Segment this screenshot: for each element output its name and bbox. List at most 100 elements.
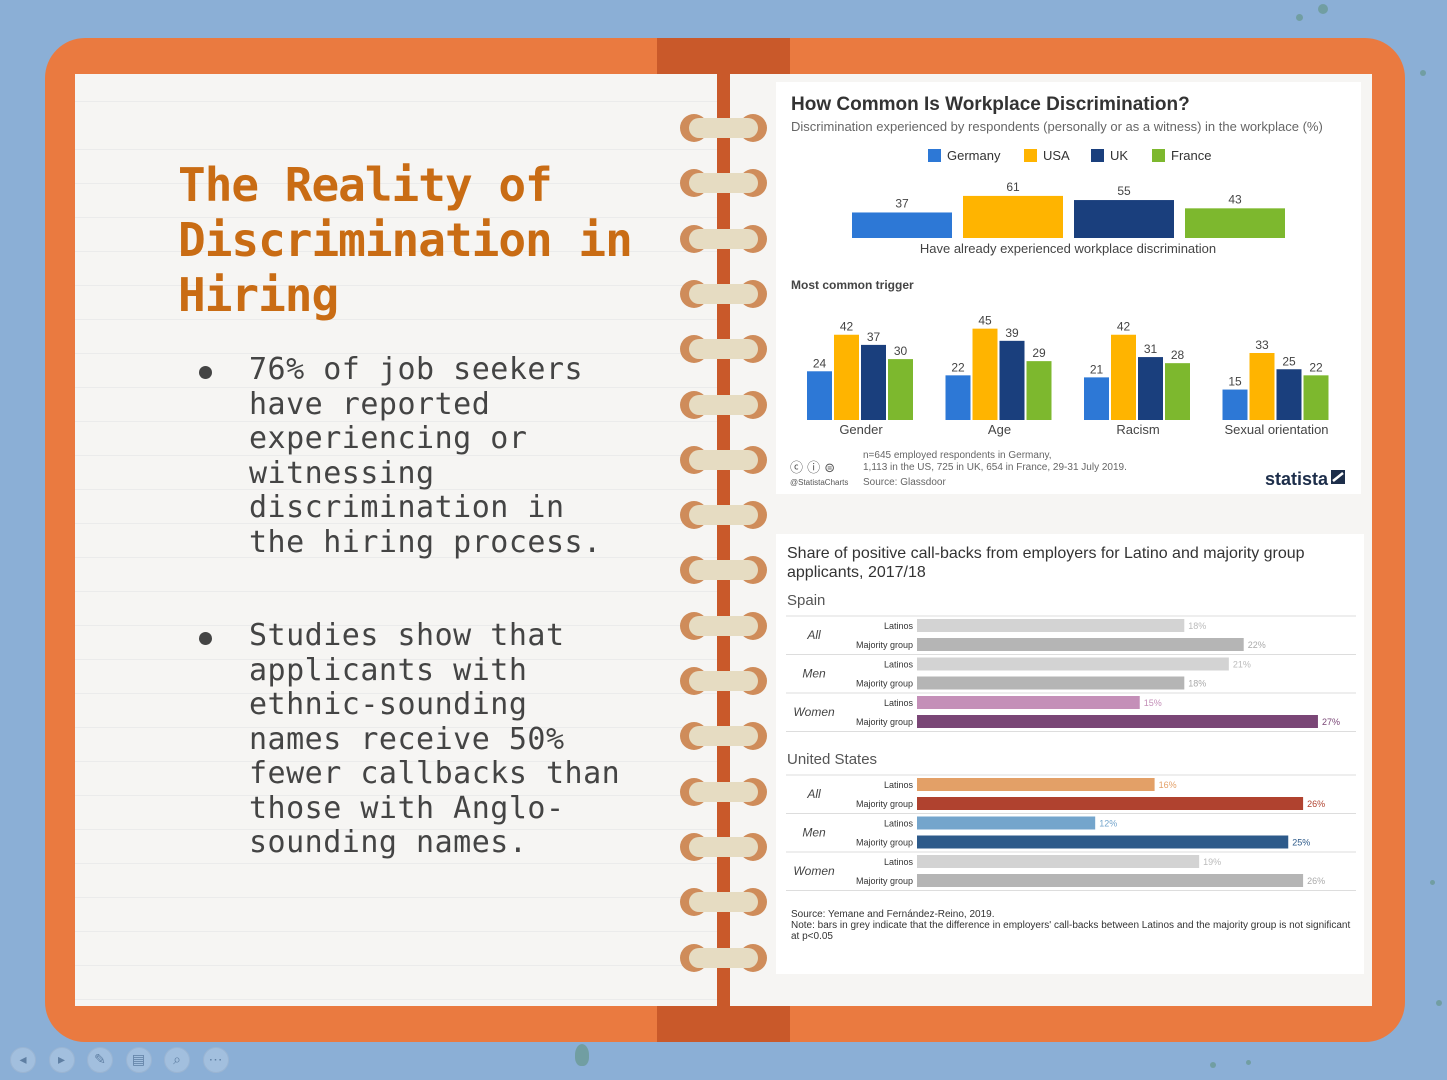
callback-bar (917, 816, 1096, 830)
ring-bar (689, 173, 758, 194)
trigger-bar-uk (861, 344, 886, 420)
callback-value-label: 22% (1248, 640, 1266, 650)
slides-overview-button[interactable]: ▤ (125, 1047, 152, 1073)
legend-label: UK (1110, 148, 1129, 163)
overall-value-label: 43 (1228, 192, 1242, 206)
legend-swatch (1091, 149, 1104, 162)
trigger-bar-germany (1222, 389, 1248, 420)
row-label: Majority group (856, 838, 913, 848)
ring-bar (689, 505, 758, 526)
left-page (75, 74, 717, 1006)
chart2-title: Share of positive call-backs from employ… (787, 545, 1305, 581)
trigger-bar-germany (945, 375, 971, 420)
trigger-value-label: 29 (1032, 346, 1046, 360)
spiral-ring (680, 722, 767, 751)
row-label: Majority group (856, 640, 913, 650)
statista-logo: statista (1265, 469, 1329, 489)
background-speck (1318, 4, 1328, 14)
row-label: Majority group (856, 799, 913, 809)
pen-tool-button[interactable]: ✎ (87, 1047, 113, 1073)
pen-tool-icon: ✎ (94, 1051, 106, 1067)
next-slide-button[interactable]: ▸ (48, 1047, 75, 1073)
spiral-ring (680, 556, 767, 585)
callback-bar (917, 778, 1155, 791)
callback-value-label: 25% (1292, 838, 1310, 848)
ring-bar (689, 449, 758, 470)
spiral-ring (680, 832, 767, 861)
legend-usa: USA (1024, 148, 1070, 163)
bullet-text-1: 76% of job seekers have reported experie… (249, 352, 602, 560)
section-title-spain: Spain (787, 592, 826, 609)
callback-bar (917, 874, 1304, 887)
chart1-source: Source: Glassdoor (863, 477, 946, 488)
trigger-value-label: 31 (1144, 342, 1158, 356)
footnote-line: 1,113 in the US, 725 in UK, 654 in Franc… (863, 462, 1127, 473)
callback-value-label: 15% (1144, 698, 1162, 708)
callback-value-label: 16% (1159, 780, 1177, 790)
bullet-marker (199, 632, 212, 645)
spiral-ring (680, 114, 767, 142)
overall-bar-france (1185, 208, 1285, 238)
ring-bar (689, 836, 758, 857)
callback-value-label: 26% (1307, 799, 1325, 809)
callback-value-label: 27% (1322, 717, 1340, 727)
next-slide-icon: ▸ (57, 1051, 66, 1067)
ring-bar (689, 560, 758, 581)
row-label: Majority group (856, 679, 913, 689)
ring-bar (689, 781, 758, 802)
trigger-value-label: 24 (813, 356, 827, 370)
trigger-category-label: Racism (1116, 422, 1159, 437)
trigger-category-label: Age (988, 422, 1011, 437)
trigger-bar-france (1165, 363, 1190, 420)
spiral-ring (680, 501, 767, 530)
group-label: Women (793, 864, 835, 878)
legend-swatch (1024, 149, 1037, 162)
trigger-bar-usa (834, 334, 859, 420)
row-label: Latinos (884, 660, 914, 670)
group-label: Men (802, 667, 826, 681)
trigger-bar-usa (1111, 334, 1136, 420)
trigger-value-label: 28 (1171, 348, 1185, 362)
callback-value-label: 12% (1099, 819, 1117, 829)
spiral-ring (680, 335, 767, 364)
callback-bar (917, 619, 1185, 632)
group-label: Men (802, 826, 826, 840)
trigger-value-label: 25 (1282, 354, 1296, 368)
notebook-top-tab (657, 38, 790, 74)
trigger-value-label: 21 (1090, 362, 1104, 376)
callback-value-label: 26% (1307, 876, 1325, 886)
ring-bar (689, 283, 758, 304)
spiral-ring (680, 777, 767, 806)
ring-bar (689, 394, 758, 415)
trigger-category-label: Gender (839, 422, 883, 437)
statista-logo-icon-mark (1332, 472, 1344, 482)
trigger-value-label: 42 (1117, 320, 1131, 334)
row-label: Majority group (856, 876, 913, 886)
background-speck (1210, 1062, 1216, 1068)
callback-value-label: 21% (1233, 660, 1251, 670)
footnote-line: n=645 employed respondents in Germany, (863, 450, 1052, 461)
zoom-button[interactable]: ⌕ (164, 1047, 190, 1073)
ring-bar (689, 118, 758, 138)
statista-chart-card: How Common Is Workplace Discrimination? … (776, 82, 1361, 494)
more-options-button[interactable]: ⋯ (202, 1047, 229, 1073)
callback-bar (917, 657, 1229, 671)
trigger-category-label: Sexual orientation (1224, 422, 1328, 437)
prev-slide-button[interactable]: ◂ (10, 1047, 36, 1073)
legend-uk: UK (1091, 148, 1128, 163)
trigger-bar-uk (1276, 369, 1302, 420)
row-label: Latinos (884, 857, 914, 867)
trigger-bar-uk (999, 340, 1025, 420)
spiral-ring (680, 611, 767, 640)
overall-bar-uk (1074, 200, 1174, 238)
trigger-value-label: 22 (1309, 360, 1323, 374)
notebook-spine (717, 74, 730, 1006)
prev-slide-icon: ◂ (19, 1051, 27, 1067)
chart1-subtitle: Discrimination experienced by respondent… (791, 119, 1323, 134)
callback-value-label: 18% (1188, 621, 1206, 631)
spiral-ring (680, 169, 767, 198)
legend-swatch (1152, 149, 1165, 162)
trigger-bar-germany (1084, 377, 1109, 420)
legend-label: France (1171, 148, 1212, 163)
callback-bar (917, 676, 1185, 690)
